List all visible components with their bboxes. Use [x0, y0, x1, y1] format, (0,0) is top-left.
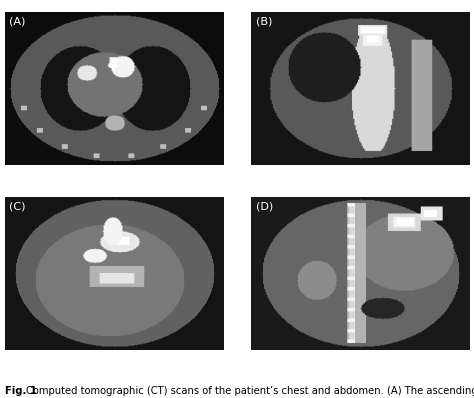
Text: (B): (B) — [255, 17, 272, 27]
Text: (C): (C) — [9, 202, 26, 212]
Text: (D): (D) — [255, 202, 273, 212]
Text: (A): (A) — [9, 17, 26, 27]
Text: Fig. 1: Fig. 1 — [5, 386, 37, 396]
Text: Computed tomographic (CT) scans of the patient’s chest and abdomen. (A) The asce: Computed tomographic (CT) scans of the p… — [26, 386, 474, 396]
